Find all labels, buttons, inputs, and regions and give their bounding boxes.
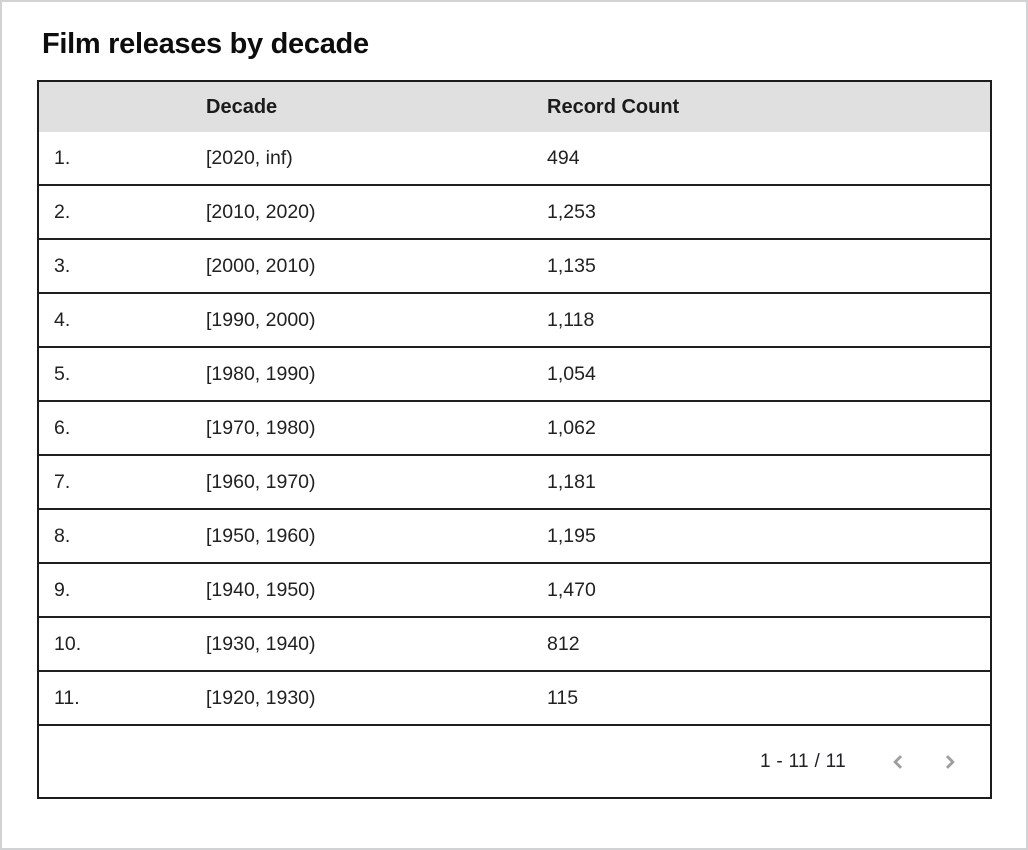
table-row: 8. [1950, 1960) 1,195 — [39, 508, 990, 562]
record-count-cell: 1,062 — [547, 416, 596, 439]
table-pagination: 1 - 11 / 11 — [39, 724, 990, 797]
decade-cell: [1930, 1940) — [206, 632, 316, 655]
next-page-button[interactable] — [928, 740, 972, 784]
table-row: 2. [2010, 2020) 1,253 — [39, 184, 990, 238]
record-count-cell: 812 — [547, 632, 580, 655]
decade-cell: [1920, 1930) — [206, 686, 316, 709]
record-count-cell: 115 — [547, 686, 579, 709]
record-count-cell: 1,118 — [547, 308, 595, 331]
row-number: 2. — [54, 200, 71, 223]
table-row: 7. [1960, 1970) 1,181 — [39, 454, 990, 508]
decade-cell: [1970, 1980) — [206, 416, 316, 439]
row-number: 3. — [54, 254, 71, 277]
chevron-right-icon — [937, 749, 963, 775]
table-row: 5. [1980, 1990) 1,054 — [39, 346, 990, 400]
table-row: 3. [2000, 2010) 1,135 — [39, 238, 990, 292]
row-number: 6. — [54, 416, 71, 439]
chevron-left-icon — [885, 749, 911, 775]
table-body: 1. [2020, inf) 494 2. [2010, 2020) 1,253… — [39, 132, 990, 724]
table-row: 10. [1930, 1940) 812 — [39, 616, 990, 670]
decade-cell: [1990, 2000) — [206, 308, 316, 331]
row-number: 9. — [54, 578, 71, 601]
table-row: 9. [1940, 1950) 1,470 — [39, 562, 990, 616]
table-header-row: Decade Record Count — [39, 82, 990, 132]
row-number: 1. — [54, 146, 71, 169]
page-title: Film releases by decade — [42, 28, 369, 60]
previous-page-button[interactable] — [876, 740, 920, 784]
record-count-cell: 1,253 — [547, 200, 596, 223]
record-count-cell: 1,054 — [547, 362, 596, 385]
decade-cell: [2010, 2020) — [206, 200, 316, 223]
header-cell-record-count[interactable]: Record Count — [547, 95, 680, 118]
row-number: 5. — [54, 362, 71, 385]
decade-cell: [1950, 1960) — [206, 524, 316, 547]
record-count-cell: 1,135 — [547, 254, 596, 277]
decade-cell: [1980, 1990) — [206, 362, 316, 385]
table-row: 4. [1990, 2000) 1,118 — [39, 292, 990, 346]
film-releases-table: Decade Record Count 1. [2020, inf) 494 2… — [37, 80, 992, 799]
header-cell-decade[interactable]: Decade — [206, 95, 278, 118]
row-number: 11. — [54, 686, 80, 709]
pagination-range-label: 1 - 11 / 11 — [759, 750, 846, 772]
row-number: 8. — [54, 524, 71, 547]
decade-cell: [2000, 2010) — [206, 254, 316, 277]
decade-cell: [2020, inf) — [206, 146, 293, 169]
row-number: 4. — [54, 308, 71, 331]
record-count-cell: 1,195 — [547, 524, 596, 547]
row-number: 7. — [54, 470, 71, 493]
row-number: 10. — [54, 632, 82, 655]
record-count-cell: 494 — [547, 146, 580, 169]
decade-cell: [1960, 1970) — [206, 470, 316, 493]
record-count-cell: 1,470 — [547, 578, 596, 601]
record-count-cell: 1,181 — [547, 470, 596, 493]
table-row: 1. [2020, inf) 494 — [39, 132, 990, 184]
decade-cell: [1940, 1950) — [206, 578, 316, 601]
table-row: 6. [1970, 1980) 1,062 — [39, 400, 990, 454]
table-row: 11. [1920, 1930) 115 — [39, 670, 990, 724]
